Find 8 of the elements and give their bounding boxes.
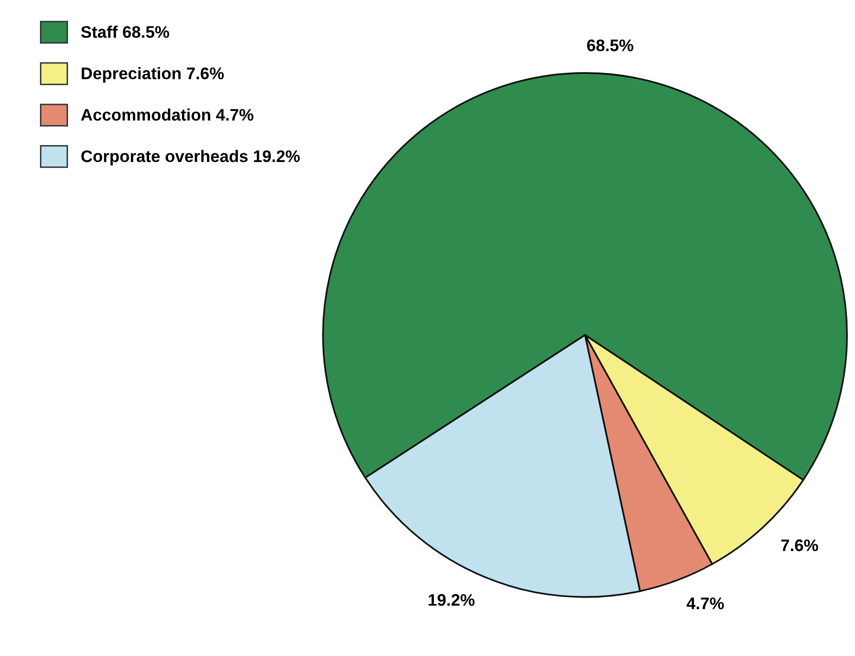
legend-label: Corporate overheads 19.2% <box>81 150 300 166</box>
data-label: 4.7% <box>686 598 724 610</box>
legend-label: Accommodation 4.7% <box>81 108 254 121</box>
data-label: 19.2% <box>428 594 475 606</box>
legend-label: Staff 68.5% <box>81 26 170 38</box>
data-label: 68.5% <box>587 39 634 52</box>
legend-label: Depreciation 7.6% <box>82 67 224 83</box>
data-label: 7.6% <box>781 539 818 552</box>
